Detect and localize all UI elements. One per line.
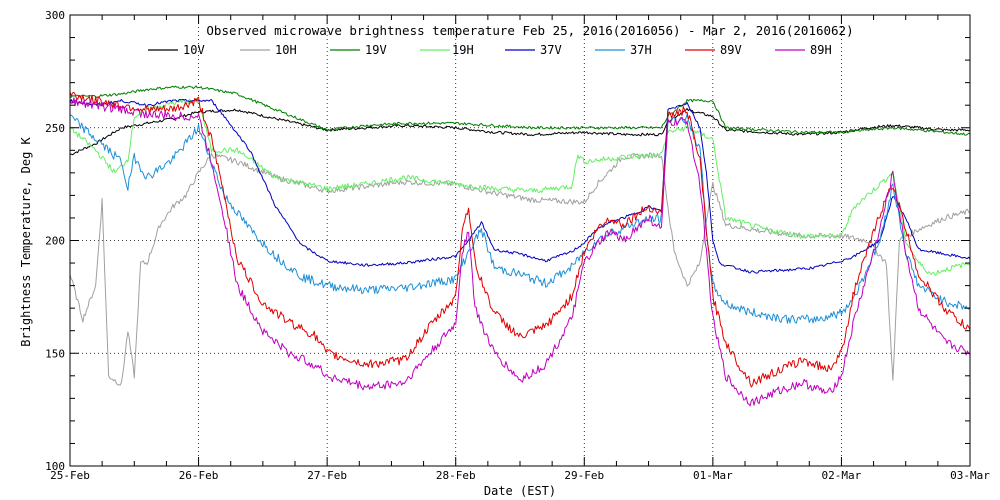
y-tick-label: 250	[45, 122, 65, 135]
series-line-37v	[69, 98, 971, 274]
y-tick-label: 300	[45, 9, 65, 22]
x-axis-label: Date (EST)	[484, 484, 556, 498]
y-axis-label: Brightness Temperature, Deg K	[19, 136, 33, 346]
series-layer	[69, 85, 971, 407]
grid-layer	[70, 15, 970, 466]
x-tick-label: 25-Feb	[50, 469, 90, 482]
plot-frame	[69, 14, 971, 467]
series-line-89h	[69, 97, 971, 407]
y-tick-label: 150	[45, 347, 65, 360]
series-line-19h	[69, 97, 971, 276]
x-tick-label: 02-Mar	[822, 469, 862, 482]
y-tick-label: 100	[45, 460, 65, 473]
y-tick-label: 200	[45, 235, 65, 248]
chart-title: Observed microwave brightness temperatur…	[206, 23, 853, 38]
x-tick-label: 01-Mar	[693, 469, 733, 482]
series-line-10h	[69, 152, 971, 386]
legend-label-89v: 89V	[720, 43, 742, 57]
axis-layer: 100 150 200 250 300 25-Feb 26-Feb 27-Feb 28-Feb 2…	[45, 9, 990, 482]
legend-label-19h: 19H	[452, 43, 474, 57]
legend-label-37h: 37H	[630, 43, 652, 57]
series-line-89v	[69, 91, 971, 388]
legend-label-89h: 89H	[810, 43, 832, 57]
series-line-10v	[69, 108, 971, 156]
x-tick-label: 28-Feb	[436, 469, 476, 482]
x-tick-label: 29-Feb	[564, 469, 604, 482]
series-line-19v	[69, 85, 971, 136]
x-tick-label: 26-Feb	[179, 469, 219, 482]
legend-label-10h: 10H	[275, 43, 297, 57]
series-line-37h	[69, 113, 971, 324]
x-tick-label: 03-Mar	[950, 469, 990, 482]
legend: 10V 10H 19V 19H 37V 37H 89V 89H	[148, 43, 832, 57]
legend-label-10v: 10V	[183, 43, 205, 57]
x-tick-label: 27-Feb	[307, 469, 347, 482]
legend-label-19v: 19V	[365, 43, 387, 57]
legend-label-37v: 37V	[540, 43, 562, 57]
